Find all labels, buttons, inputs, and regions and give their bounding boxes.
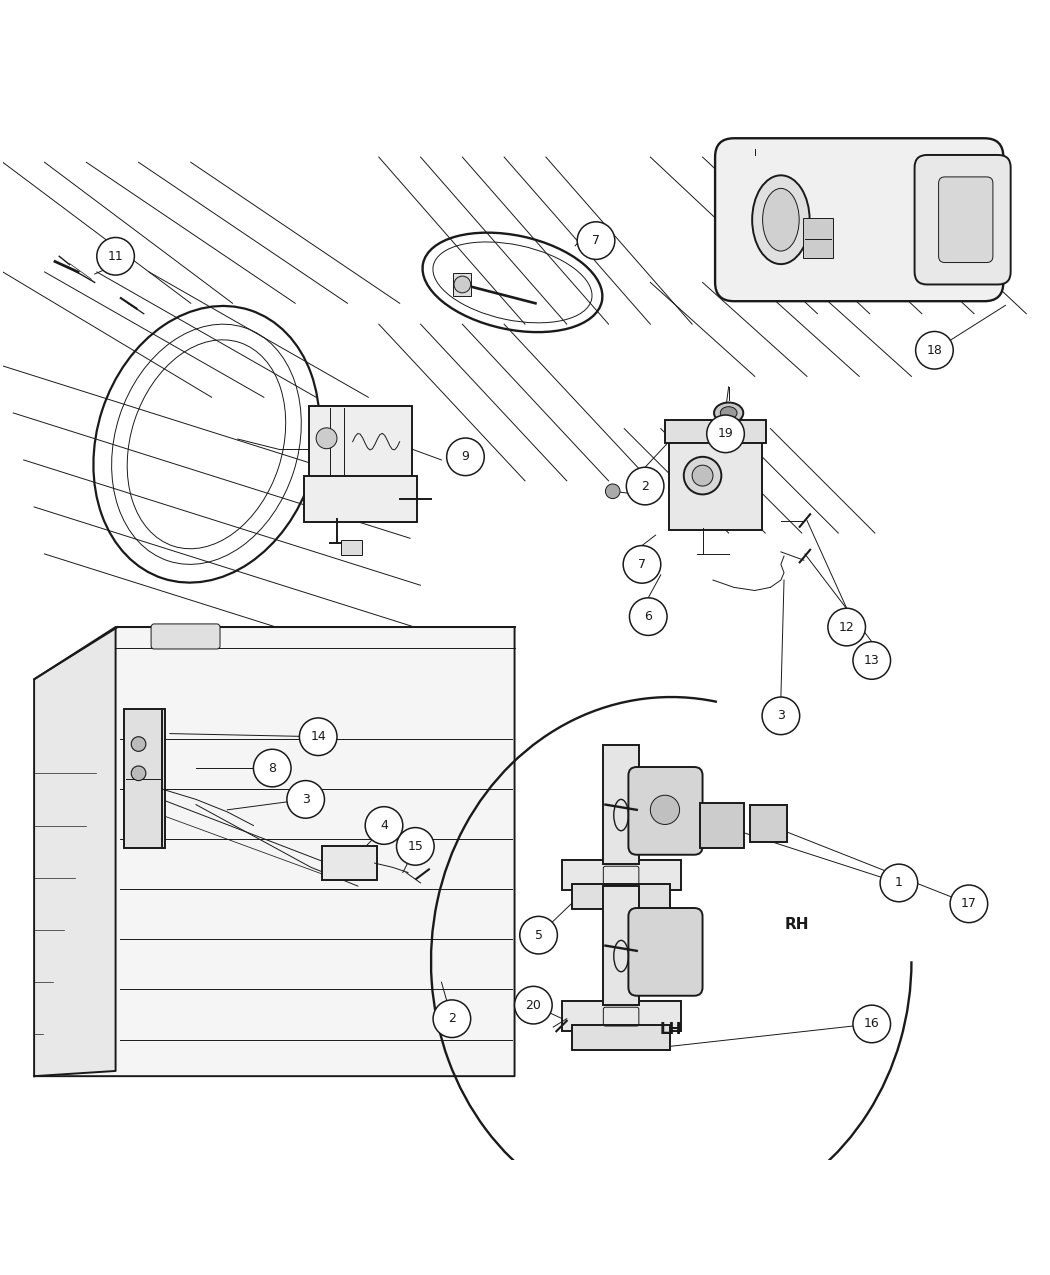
Text: 3: 3 <box>777 709 784 723</box>
Text: 14: 14 <box>311 731 327 743</box>
Text: 7: 7 <box>592 235 600 247</box>
Text: LH: LH <box>660 1021 683 1037</box>
FancyBboxPatch shape <box>453 273 470 296</box>
Text: 2: 2 <box>642 479 649 492</box>
FancyBboxPatch shape <box>803 218 833 259</box>
Circle shape <box>131 766 146 780</box>
Circle shape <box>827 608 865 646</box>
FancyBboxPatch shape <box>151 623 220 649</box>
Circle shape <box>287 780 324 819</box>
Circle shape <box>692 465 713 486</box>
Text: 2: 2 <box>448 1012 456 1025</box>
Ellipse shape <box>720 407 737 419</box>
FancyBboxPatch shape <box>562 859 680 890</box>
Circle shape <box>880 864 918 901</box>
Text: 11: 11 <box>108 250 124 263</box>
FancyBboxPatch shape <box>665 421 766 444</box>
Circle shape <box>299 718 337 756</box>
Polygon shape <box>34 627 514 1076</box>
FancyBboxPatch shape <box>341 541 362 555</box>
FancyBboxPatch shape <box>628 908 702 996</box>
Text: 7: 7 <box>638 558 646 571</box>
Circle shape <box>606 484 621 499</box>
Text: 19: 19 <box>717 427 733 440</box>
FancyBboxPatch shape <box>572 1025 670 1051</box>
Circle shape <box>514 987 552 1024</box>
Text: 3: 3 <box>301 793 310 806</box>
Text: 18: 18 <box>926 344 942 357</box>
Circle shape <box>624 546 660 583</box>
Circle shape <box>365 807 403 844</box>
FancyBboxPatch shape <box>604 886 638 1005</box>
Text: 15: 15 <box>407 840 423 853</box>
Circle shape <box>433 1000 470 1038</box>
FancyBboxPatch shape <box>572 884 670 909</box>
Circle shape <box>762 697 800 734</box>
Text: RH: RH <box>784 917 808 932</box>
FancyBboxPatch shape <box>124 709 165 848</box>
Text: 5: 5 <box>534 928 543 942</box>
Circle shape <box>397 827 434 866</box>
Circle shape <box>131 737 146 751</box>
Circle shape <box>454 277 470 293</box>
FancyBboxPatch shape <box>309 405 413 478</box>
FancyBboxPatch shape <box>915 156 1011 284</box>
Circle shape <box>253 750 291 787</box>
Ellipse shape <box>752 176 810 264</box>
Circle shape <box>578 222 615 259</box>
Text: 12: 12 <box>839 621 855 634</box>
Text: 17: 17 <box>961 898 976 910</box>
FancyBboxPatch shape <box>750 805 788 843</box>
Text: 8: 8 <box>268 761 276 774</box>
Circle shape <box>684 456 721 495</box>
Text: 1: 1 <box>895 876 903 890</box>
FancyBboxPatch shape <box>322 847 377 880</box>
Text: 16: 16 <box>864 1017 880 1030</box>
Circle shape <box>950 885 988 923</box>
FancyBboxPatch shape <box>604 745 638 864</box>
Text: 9: 9 <box>462 450 469 463</box>
Circle shape <box>97 237 134 275</box>
Circle shape <box>853 641 890 680</box>
FancyBboxPatch shape <box>939 177 993 263</box>
Circle shape <box>316 428 337 449</box>
Text: 4: 4 <box>380 819 387 833</box>
Circle shape <box>916 332 953 368</box>
Text: 13: 13 <box>864 654 880 667</box>
Circle shape <box>626 467 664 505</box>
Circle shape <box>650 796 679 825</box>
Circle shape <box>629 598 667 635</box>
Circle shape <box>707 416 744 453</box>
FancyBboxPatch shape <box>562 1001 680 1031</box>
FancyBboxPatch shape <box>700 802 744 848</box>
Polygon shape <box>34 627 116 1076</box>
FancyBboxPatch shape <box>669 432 762 530</box>
Text: 20: 20 <box>525 998 542 1011</box>
Circle shape <box>853 1005 890 1043</box>
FancyBboxPatch shape <box>715 138 1004 301</box>
Ellipse shape <box>762 189 799 251</box>
Circle shape <box>446 439 484 476</box>
Ellipse shape <box>714 403 743 423</box>
FancyBboxPatch shape <box>303 476 418 521</box>
Circle shape <box>520 917 558 954</box>
FancyBboxPatch shape <box>628 768 702 854</box>
Text: 6: 6 <box>645 611 652 623</box>
